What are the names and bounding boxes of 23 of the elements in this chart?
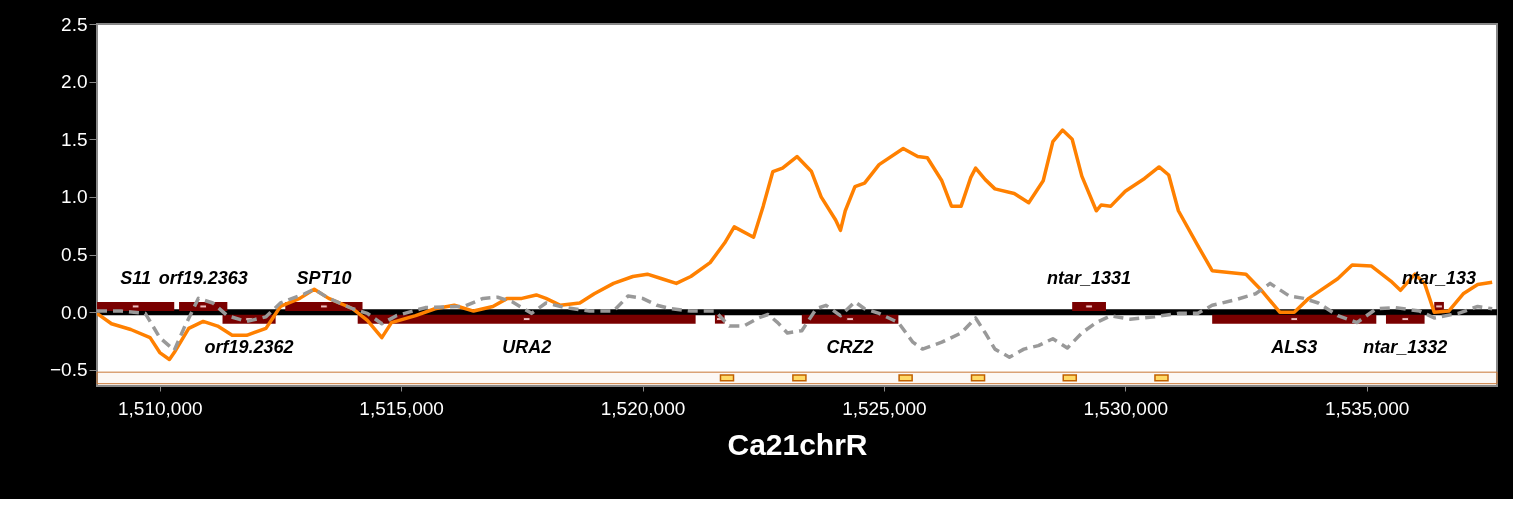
annotation: CRZ2 (826, 337, 874, 358)
x-axis-title: Ca21chrR (727, 427, 868, 461)
y-tick-label: 2.0 (61, 71, 88, 93)
annotation: ntar_1332 (1363, 337, 1448, 358)
x-tick-label: 1,510,000 (117, 397, 203, 419)
y-tick-label: 0.0 (61, 301, 88, 323)
annotation: ntar_1331 (1047, 268, 1132, 289)
x-tick-label: 1,515,000 (359, 397, 444, 419)
y-tick-label: −0.5 (49, 359, 88, 381)
annotation: URA2 (502, 337, 552, 358)
x-tick-label: 1,520,000 (600, 397, 686, 419)
annotation: SPT10 (296, 268, 352, 289)
x-tick-label: 1,525,000 (842, 397, 927, 419)
y-tick-label: 2.5 (61, 13, 88, 35)
y-tick-label: 0.5 (61, 244, 88, 266)
y-tick-label: 1.5 (61, 128, 88, 150)
y-tick-label: 1.0 (61, 186, 88, 208)
annotation: ALS3 (1270, 337, 1318, 358)
annotation: orf19.2362 (204, 337, 294, 358)
annotation: orf19.2363 (158, 268, 248, 289)
x-tick-label: 1,530,000 (1083, 397, 1169, 419)
annotation: S11 (120, 268, 151, 289)
x-tick-label: 1,535,000 (1324, 397, 1410, 419)
